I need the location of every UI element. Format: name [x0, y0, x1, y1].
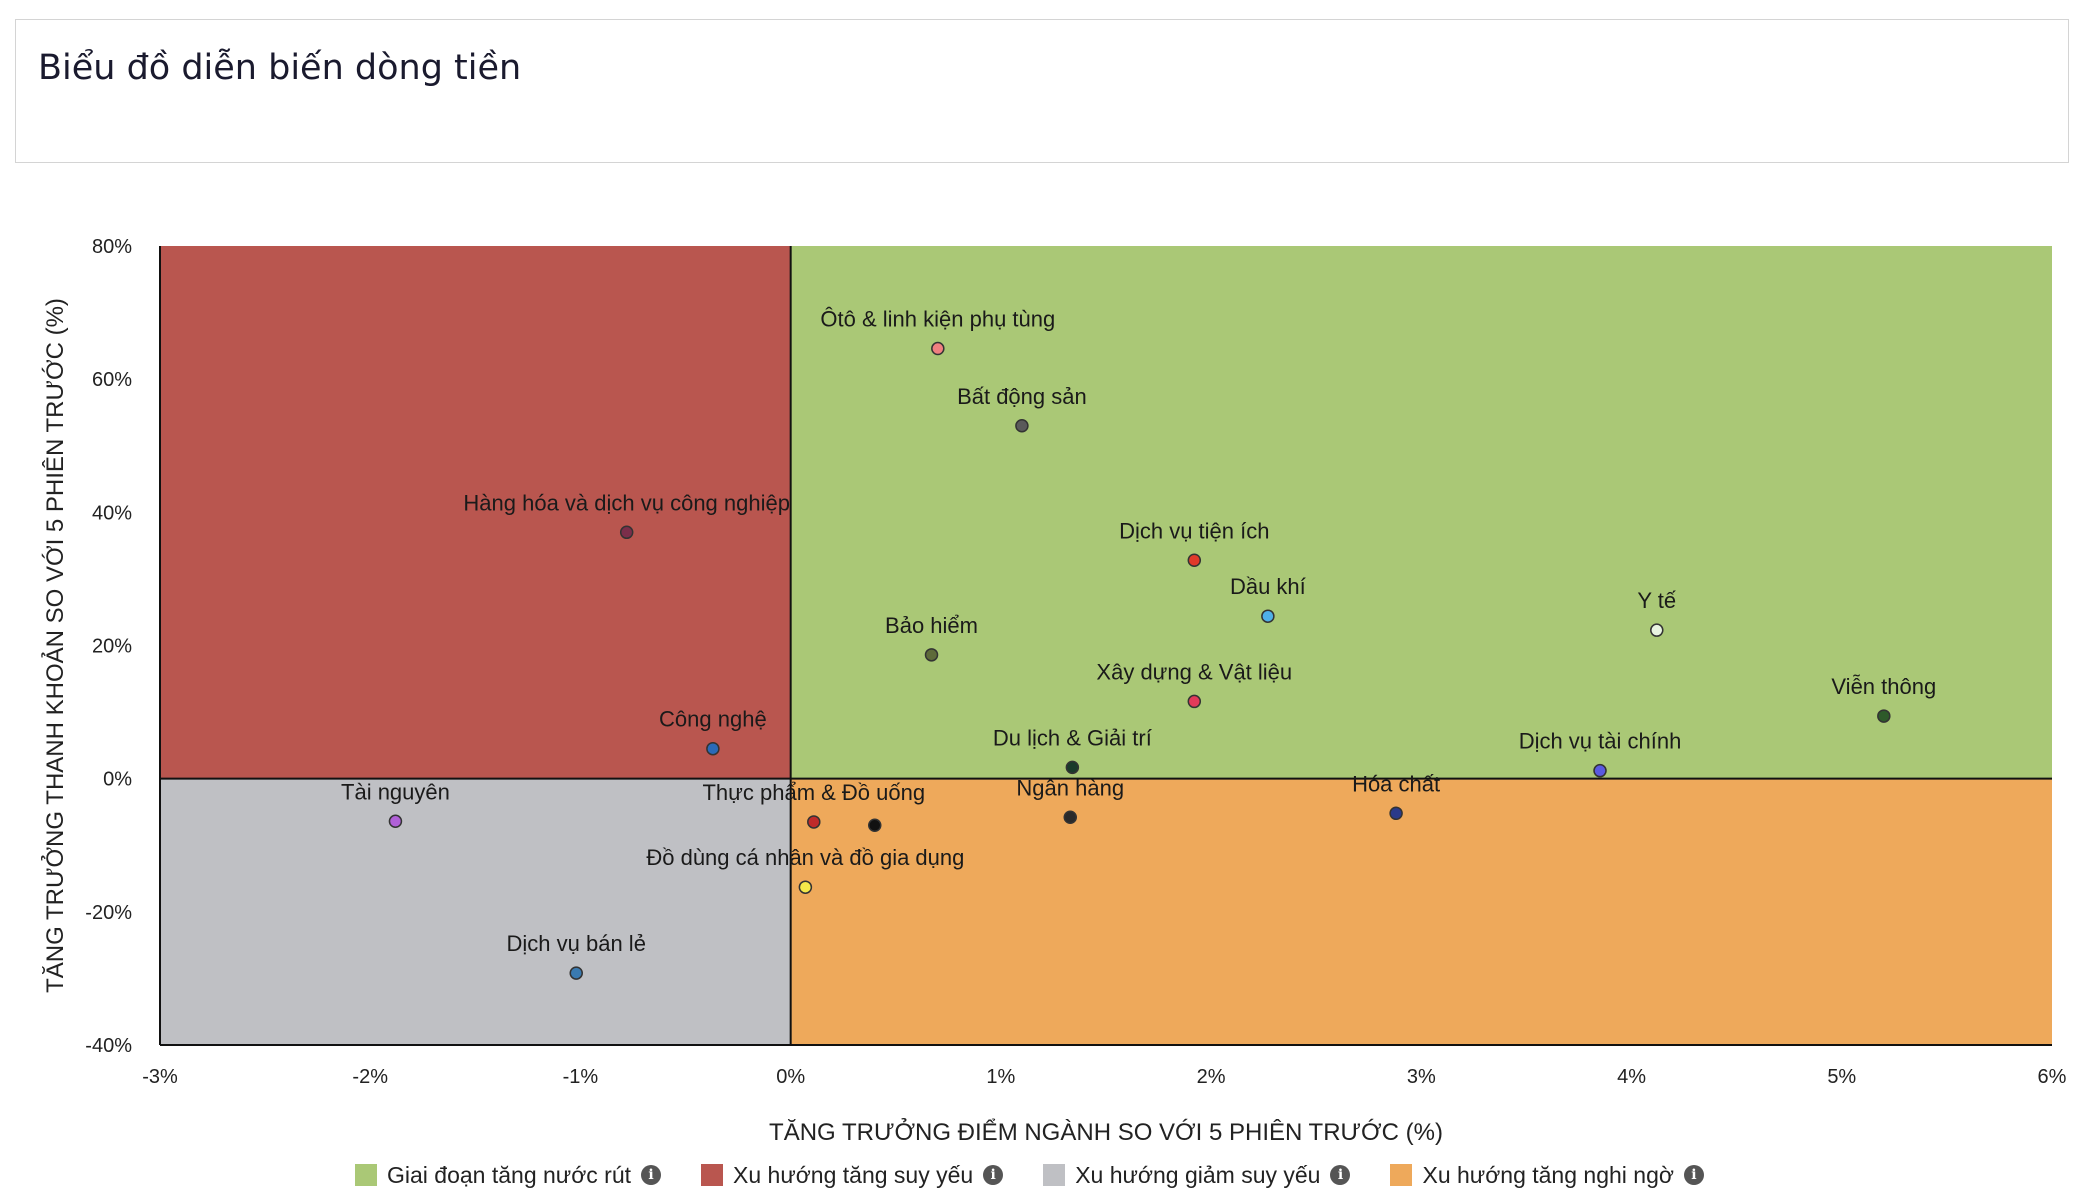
x-tick-label: 4%: [1617, 1066, 1646, 1088]
data-point: [706, 741, 720, 756]
chart-legend: Giai đoạn tăng nước rút i Xu hướng tăng su…: [355, 1160, 1704, 1190]
point-label: Đồ dùng cá nhân và đồ gia dụng: [646, 845, 964, 870]
data-point: [798, 880, 813, 894]
quadrant-top-left: [160, 246, 791, 779]
data-point: [868, 818, 882, 833]
point-label: Thực phẩm & Đồ uống: [702, 780, 925, 805]
y-axis-title: TĂNG TRƯỞNG THANH KHOẢN SO VỚI 5 PHIÊN T…: [40, 298, 69, 993]
page-title: Biểu đồ diễn biến dòng tiền: [38, 48, 522, 88]
data-point: [569, 966, 583, 980]
point-label: Dầu khí: [1230, 574, 1306, 599]
legend-item: Xu hướng tăng nghi ngờ i: [1390, 1161, 1704, 1189]
point-label: Dịch vụ tiện ích: [1119, 518, 1269, 543]
data-point: [1015, 419, 1029, 433]
point-label: Bảo hiểm: [885, 613, 978, 638]
x-tick-label: 1%: [986, 1066, 1015, 1088]
point-label: Công nghệ: [659, 707, 767, 732]
data-point: [931, 341, 945, 356]
point-label: Hàng hóa và dịch vụ công nghiệp: [463, 490, 790, 515]
header-card: [15, 19, 2069, 163]
y-tick-label: 40%: [92, 502, 132, 524]
x-axis-title: TĂNG TRƯỞNG ĐIỂM NGÀNH SO VỚI 5 PHIÊN TR…: [769, 1117, 1443, 1146]
data-point: [1593, 763, 1607, 778]
x-tick-label: 2%: [1197, 1066, 1226, 1088]
x-tick-label: -3%: [142, 1066, 178, 1088]
legend-label: Xu hướng giảm suy yếu: [1075, 1161, 1321, 1188]
info-icon[interactable]: i: [1330, 1165, 1351, 1185]
x-tick-label: 0%: [776, 1066, 805, 1088]
info-icon[interactable]: i: [1683, 1165, 1704, 1185]
x-tick-label: -2%: [352, 1066, 388, 1088]
y-tick-label: 80%: [92, 236, 132, 258]
quadrant-top-right: [790, 246, 2052, 779]
info-icon[interactable]: i: [641, 1165, 662, 1185]
data-point: [1063, 810, 1078, 825]
x-tick-label: -1%: [563, 1066, 599, 1088]
point-label: Ôtô & linh kiện phụ tùng: [820, 307, 1055, 332]
point-label: Y tế: [1637, 588, 1676, 613]
point-label: Viễn thông: [1831, 674, 1936, 699]
legend-label: Xu hướng tăng suy yếu: [733, 1161, 974, 1188]
point-label: Xây dựng & Vật liệu: [1096, 659, 1292, 684]
quadrant-bottom-left: [160, 778, 791, 1045]
data-point: [924, 648, 939, 662]
x-tick-label: 3%: [1407, 1066, 1436, 1088]
legend-swatch: [355, 1164, 377, 1186]
quadrant-bottom-right: [790, 778, 2052, 1045]
data-point: [807, 815, 821, 829]
legend-swatch: [1390, 1164, 1413, 1186]
data-point: [1187, 694, 1202, 709]
data-point: [1261, 609, 1275, 623]
point-label: Hóa chất: [1352, 771, 1440, 796]
y-tick-label: -20%: [85, 902, 132, 924]
data-point: [1877, 709, 1891, 723]
legend-label: Xu hướng tăng nghi ngờ: [1422, 1161, 1674, 1188]
legend-item: Giai đoạn tăng nước rút i: [355, 1161, 662, 1189]
data-point: [1650, 623, 1664, 637]
point-label: Bất động sản: [957, 384, 1087, 409]
legend-swatch: [1043, 1164, 1066, 1186]
data-point: [619, 525, 634, 540]
y-tick-label: -40%: [85, 1035, 132, 1057]
y-tick-label: 20%: [92, 636, 132, 658]
x-tick-label: 6%: [2038, 1066, 2067, 1088]
y-tick-label: 0%: [103, 769, 132, 791]
legend-item: Xu hướng giảm suy yếu i: [1043, 1161, 1351, 1189]
point-label: Dịch vụ bán lẻ: [507, 931, 646, 956]
point-label: Du lịch & Giải trí: [993, 725, 1152, 750]
info-icon[interactable]: i: [983, 1165, 1004, 1185]
point-label: Dịch vụ tài chính: [1519, 729, 1682, 754]
x-tick-label: 5%: [1827, 1066, 1856, 1088]
legend-swatch: [701, 1164, 724, 1186]
point-label: Tài nguyên: [341, 779, 450, 804]
y-tick-label: 60%: [92, 369, 132, 391]
legend-label: Giai đoạn tăng nước rút: [387, 1161, 632, 1188]
data-point: [1389, 806, 1403, 821]
data-point: [1065, 760, 1080, 775]
legend-item: Xu hướng tăng suy yếu i: [701, 1161, 1004, 1189]
point-label: Ngân hàng: [1016, 775, 1124, 800]
data-point: [388, 814, 403, 829]
data-point: [1187, 553, 1202, 568]
